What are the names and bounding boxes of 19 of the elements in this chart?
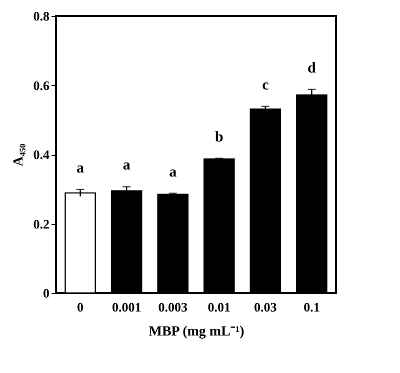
annotation: b <box>214 129 224 146</box>
x-tick-label: 0.1 <box>304 300 320 314</box>
y-tick-label: 0.2 <box>33 216 50 232</box>
x-tick-label: 0.03 <box>254 300 278 314</box>
x-tick-label: 0.01 <box>208 300 231 314</box>
x-tick-label: 0 <box>77 300 84 314</box>
annotation: a <box>76 160 85 176</box>
annotation: a <box>122 158 131 174</box>
y-tick-label: 0 <box>43 286 50 300</box>
x-tick-label: 0.001 <box>112 300 142 314</box>
y-tick-label: 0.4 <box>33 147 50 162</box>
annotation: c <box>262 77 270 94</box>
y-tick-label: 0.6 <box>33 78 50 93</box>
y-tick-label: 0.8 <box>33 8 50 24</box>
y-axis-title: A₄₅₀ <box>11 144 26 166</box>
annotation: a <box>169 164 178 180</box>
x-tick-label: 0.003 <box>158 300 188 314</box>
x-axis-title: MBP (mg mL⁻¹) <box>148 324 245 340</box>
annotation: d <box>308 60 317 76</box>
